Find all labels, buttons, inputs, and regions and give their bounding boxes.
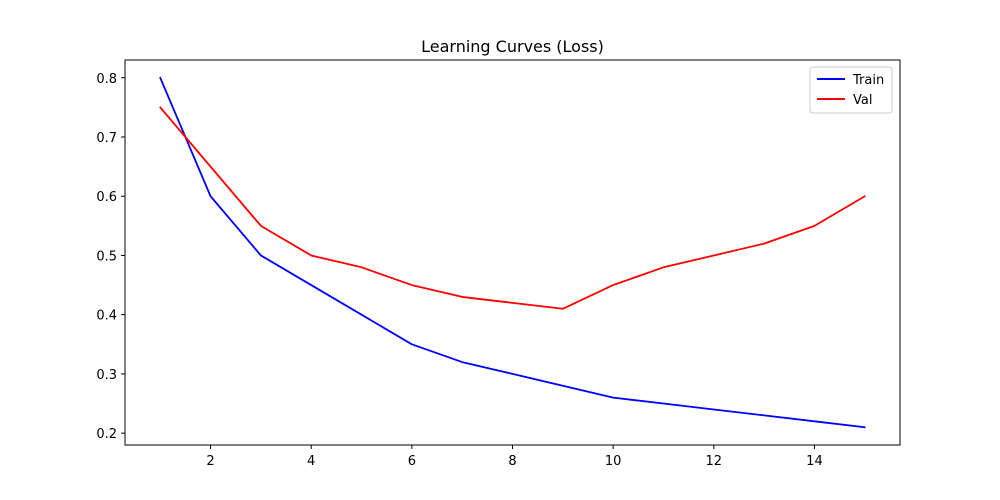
legend-label-train: Train — [852, 73, 884, 88]
x-tick-label: 8 — [508, 454, 516, 469]
x-tick-label: 10 — [605, 454, 622, 469]
series-line-val — [159, 106, 866, 310]
chart-title: Learning Curves (Loss) — [421, 37, 604, 56]
x-tick-label: 12 — [706, 454, 723, 469]
y-tick-label: 0.4 — [96, 309, 117, 324]
legend: Train Val — [809, 66, 893, 114]
y-tick-label: 0.7 — [96, 131, 117, 146]
y-axis: 0.2 0.3 0.4 0.5 0.6 0.7 0.8 — [96, 72, 125, 442]
x-tick-label: 6 — [408, 454, 416, 469]
legend-label-val: Val — [853, 93, 872, 108]
series-line-train — [159, 76, 866, 429]
x-axis: 2 4 6 8 10 12 14 — [206, 445, 823, 469]
y-tick-label: 0.2 — [96, 427, 117, 442]
x-tick-label: 2 — [206, 454, 214, 469]
series-layer — [159, 76, 866, 429]
y-tick-label: 0.5 — [96, 249, 117, 264]
plot-area-frame — [124, 59, 901, 446]
x-tick-label: 4 — [307, 454, 315, 469]
x-tick-label: 14 — [806, 454, 823, 469]
y-tick-label: 0.8 — [96, 72, 117, 87]
y-tick-label: 0.3 — [96, 368, 117, 383]
y-tick-label: 0.6 — [96, 190, 117, 205]
